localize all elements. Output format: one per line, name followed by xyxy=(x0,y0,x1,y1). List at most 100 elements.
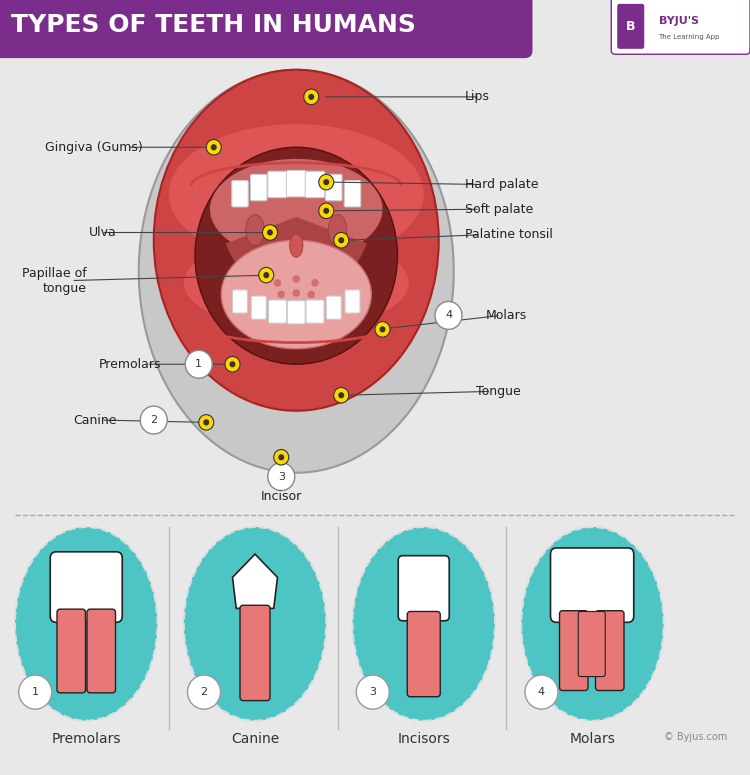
Circle shape xyxy=(267,229,273,236)
Text: 3: 3 xyxy=(369,687,376,697)
Circle shape xyxy=(435,301,462,329)
Circle shape xyxy=(338,392,344,398)
Ellipse shape xyxy=(15,527,158,721)
Text: Palatine tonsil: Palatine tonsil xyxy=(465,229,553,241)
Text: Lips: Lips xyxy=(465,91,490,103)
FancyBboxPatch shape xyxy=(268,300,286,323)
Circle shape xyxy=(259,267,274,283)
Ellipse shape xyxy=(210,159,382,260)
Circle shape xyxy=(274,449,289,465)
FancyBboxPatch shape xyxy=(345,290,360,313)
Circle shape xyxy=(185,350,212,378)
FancyBboxPatch shape xyxy=(0,0,532,58)
Circle shape xyxy=(375,322,390,337)
Ellipse shape xyxy=(169,124,424,264)
Circle shape xyxy=(140,406,167,434)
Polygon shape xyxy=(232,554,278,608)
FancyBboxPatch shape xyxy=(286,170,306,197)
Circle shape xyxy=(278,454,284,460)
Ellipse shape xyxy=(184,236,409,329)
Text: Premolars: Premolars xyxy=(52,732,121,746)
Circle shape xyxy=(323,208,329,214)
FancyBboxPatch shape xyxy=(398,556,449,621)
Ellipse shape xyxy=(328,215,346,246)
Text: Premolars: Premolars xyxy=(99,358,161,370)
Text: The Learning App: The Learning App xyxy=(658,34,720,40)
Text: 2: 2 xyxy=(200,687,208,697)
FancyBboxPatch shape xyxy=(87,609,116,693)
Circle shape xyxy=(225,356,240,372)
Text: Gingiva (Gums): Gingiva (Gums) xyxy=(45,141,142,153)
Text: Incisors: Incisors xyxy=(398,732,450,746)
FancyBboxPatch shape xyxy=(550,548,634,622)
Circle shape xyxy=(268,463,295,491)
Ellipse shape xyxy=(246,215,264,246)
FancyBboxPatch shape xyxy=(596,611,624,691)
Circle shape xyxy=(230,361,236,367)
Circle shape xyxy=(311,279,319,287)
Circle shape xyxy=(262,225,278,240)
FancyBboxPatch shape xyxy=(306,300,324,323)
Text: Molars: Molars xyxy=(569,732,616,746)
Text: 4: 4 xyxy=(445,311,452,320)
Text: 1: 1 xyxy=(195,360,202,369)
FancyBboxPatch shape xyxy=(251,296,266,319)
Text: 1: 1 xyxy=(32,687,39,697)
Text: Canine: Canine xyxy=(73,414,116,426)
FancyBboxPatch shape xyxy=(232,290,248,313)
Ellipse shape xyxy=(184,527,326,721)
Circle shape xyxy=(19,675,52,709)
Text: Incisor: Incisor xyxy=(261,490,302,503)
Text: B: B xyxy=(626,20,635,33)
Circle shape xyxy=(319,203,334,219)
Circle shape xyxy=(334,388,349,403)
Text: BYJU'S: BYJU'S xyxy=(658,16,698,26)
Text: 4: 4 xyxy=(538,687,545,697)
FancyBboxPatch shape xyxy=(326,174,342,201)
FancyBboxPatch shape xyxy=(611,0,750,54)
Circle shape xyxy=(308,291,315,298)
Circle shape xyxy=(380,326,386,332)
Circle shape xyxy=(292,275,300,283)
FancyBboxPatch shape xyxy=(560,611,588,691)
Text: Papillae of
tongue: Papillae of tongue xyxy=(22,267,86,294)
Text: Ulva: Ulva xyxy=(88,226,116,239)
Circle shape xyxy=(304,89,319,105)
FancyBboxPatch shape xyxy=(251,174,267,201)
FancyBboxPatch shape xyxy=(287,301,305,324)
FancyBboxPatch shape xyxy=(57,609,86,693)
FancyBboxPatch shape xyxy=(617,4,644,49)
Circle shape xyxy=(334,232,349,248)
Text: Soft palate: Soft palate xyxy=(465,203,533,215)
Text: Canine: Canine xyxy=(231,732,279,746)
Circle shape xyxy=(263,272,269,278)
Circle shape xyxy=(308,94,314,100)
Circle shape xyxy=(319,174,334,190)
Circle shape xyxy=(356,675,389,709)
FancyBboxPatch shape xyxy=(240,605,270,701)
Circle shape xyxy=(274,279,281,287)
Ellipse shape xyxy=(195,147,398,364)
Ellipse shape xyxy=(290,234,303,257)
Circle shape xyxy=(338,237,344,243)
Circle shape xyxy=(292,289,300,297)
FancyBboxPatch shape xyxy=(232,181,248,207)
Text: Tongue: Tongue xyxy=(476,385,521,398)
Ellipse shape xyxy=(521,527,664,721)
Text: 2: 2 xyxy=(150,415,158,425)
Text: © Byjus.com: © Byjus.com xyxy=(664,732,728,742)
Circle shape xyxy=(323,179,329,185)
FancyBboxPatch shape xyxy=(344,181,361,207)
FancyBboxPatch shape xyxy=(268,171,287,198)
Text: TYPES OF TEETH IN HUMANS: TYPES OF TEETH IN HUMANS xyxy=(11,13,416,36)
Circle shape xyxy=(206,140,221,155)
Ellipse shape xyxy=(221,240,371,349)
FancyBboxPatch shape xyxy=(305,171,325,198)
Ellipse shape xyxy=(139,70,454,473)
Text: Hard palate: Hard palate xyxy=(465,178,538,191)
Circle shape xyxy=(203,419,209,425)
Text: Molars: Molars xyxy=(486,309,527,322)
Circle shape xyxy=(525,675,558,709)
Circle shape xyxy=(188,675,220,709)
Wedge shape xyxy=(226,217,367,294)
